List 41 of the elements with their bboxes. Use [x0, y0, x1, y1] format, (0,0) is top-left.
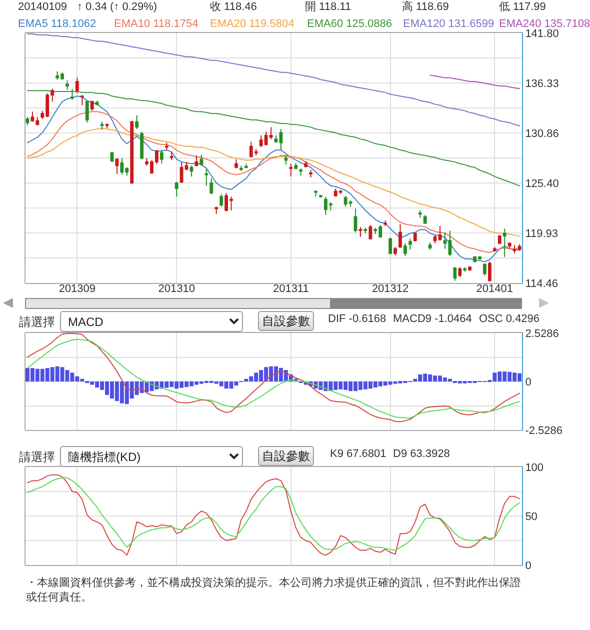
x-tick-label: 201310 — [158, 283, 195, 296]
text: 開 118.11 — [305, 1, 352, 13]
x-tick-label: 201312 — [372, 283, 409, 296]
x-tick-label: 201401 — [476, 283, 514, 296]
y-tick-label: -2.5286 — [525, 424, 563, 437]
select: MACD — [60, 311, 243, 332]
text: EMA60 125.0886 — [307, 18, 392, 30]
y-tick-label: 50 — [525, 510, 538, 523]
y-tick-label: 100 — [525, 462, 544, 474]
text: DIF -0.6168 — [328, 313, 386, 325]
text: EMA240 135.7108 — [499, 18, 590, 30]
text: EMA5 118.1062 — [18, 18, 96, 30]
text: ↑ 0.34 (↑ 0.29%) — [77, 1, 158, 13]
button: 自設參數 — [258, 311, 314, 331]
y-tick-label: 119.93 — [525, 228, 558, 240]
text: EMA10 118.1754 — [114, 18, 198, 30]
x-tick-label: 201309 — [58, 283, 96, 296]
text: K9 67.6801 — [330, 448, 386, 460]
y-tick-label: 114.46 — [525, 278, 558, 290]
y-tick-label: 0 — [525, 560, 532, 572]
text: D9 63.3928 — [393, 448, 450, 460]
y-tick-label: 136.33 — [525, 78, 559, 90]
text: ・本線圖資料僅供參考，並不構成投資決策的提示。本公司將力求提供正確的資訊，但不對此作出保證或任何責任。 — [26, 576, 521, 604]
y-tick-label: 130.86 — [525, 128, 559, 140]
text: 收 118.46 — [210, 1, 257, 13]
button: 自設參數 — [258, 446, 314, 466]
y-tick-label: 141.80 — [525, 28, 559, 40]
text: EMA20 119.5804 — [210, 18, 294, 30]
y-tick-label: 125.40 — [525, 178, 559, 190]
text: MACD9 -1.0464 — [393, 313, 472, 325]
y-tick-label: 2.5286 — [525, 328, 559, 340]
y-tick-label: 0 — [525, 376, 532, 388]
select: 隨機指標(KD) — [60, 446, 243, 467]
text: 請選擇 — [19, 450, 55, 464]
text: EMA120 131.6599 — [403, 18, 494, 30]
text: 高 118.69 — [402, 0, 449, 13]
x-tick-label: 201311 — [272, 283, 309, 296]
text: 20140109 — [18, 1, 67, 13]
text: OSC 0.4296 — [479, 313, 540, 325]
text: 請選擇 — [19, 315, 55, 329]
text: 低 117.99 — [499, 1, 546, 13]
